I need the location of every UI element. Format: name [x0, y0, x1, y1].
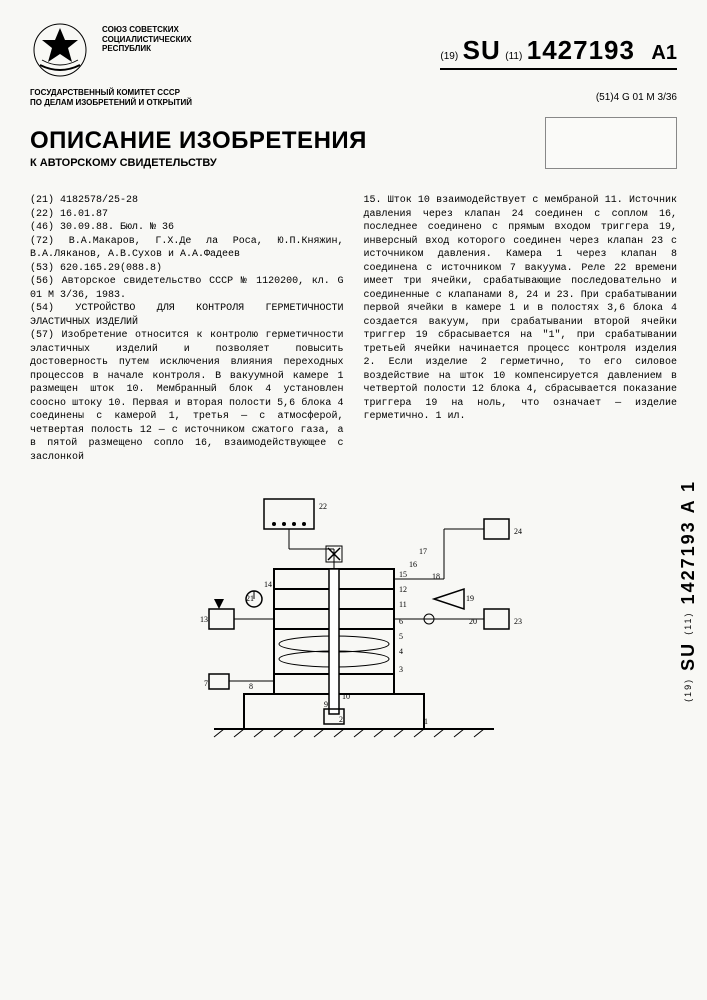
patent-number: 1427193	[527, 35, 635, 65]
svg-text:15: 15	[399, 570, 407, 579]
svg-text:20: 20	[469, 617, 477, 626]
page: СОЮЗ СОВЕТСКИХ СОЦИАЛИСТИЧЕСКИХ РЕСПУБЛИ…	[0, 0, 707, 1000]
field-46: (46) 30.09.88. Бюл. № 36	[30, 221, 344, 235]
svg-text:2: 2	[339, 715, 343, 724]
svg-text:3: 3	[399, 665, 403, 674]
field-56: (56) Авторское свидетельство СССР № 1120…	[30, 275, 344, 302]
committee-line: ПО ДЕЛАМ ИЗОБРЕТЕНИЙ И ОТКРЫТИЙ	[30, 98, 230, 108]
ussr-emblem-icon	[30, 20, 90, 80]
country-code: SU	[463, 35, 501, 65]
union-line: РЕСПУБЛИК	[102, 44, 428, 54]
svg-text:1: 1	[424, 717, 428, 726]
stamp-box-icon	[545, 117, 677, 169]
abstract-cont: 15. Шток 10 взаимодействует с мембраной …	[364, 194, 678, 424]
svg-text:10: 10	[342, 692, 350, 701]
svg-text:11: 11	[399, 600, 407, 609]
committee-name: ГОСУДАРСТВЕННЫЙ КОМИТЕТ СССР ПО ДЕЛАМ ИЗ…	[30, 88, 230, 107]
svg-text:13: 13	[200, 615, 208, 624]
union-line: СОЦИАЛИСТИЧЕСКИХ	[102, 35, 428, 45]
svg-text:9: 9	[324, 700, 328, 709]
field-72: (72) В.А.Макаров, Г.Х.Де ла Роса, Ю.П.Кн…	[30, 235, 344, 262]
column-right: 15. Шток 10 взаимодействует с мембраной …	[364, 194, 678, 464]
svg-text:21: 21	[246, 594, 254, 603]
side-patent-label: (19) SU (11) 1427193 A 1	[678, 480, 699, 702]
column-left: (21) 4182578/25-28 (22) 16.01.87 (46) 30…	[30, 194, 344, 464]
svg-text:8: 8	[249, 682, 253, 691]
num-prefix: (11)	[505, 51, 522, 62]
side-prefix: (19)	[683, 678, 693, 702]
svg-text:5: 5	[399, 632, 403, 641]
svg-text:4: 4	[399, 647, 403, 656]
side-num: 1427193	[678, 520, 698, 604]
kind-code: A1	[651, 42, 677, 64]
svg-text:16: 16	[409, 560, 417, 569]
union-line: СОЮЗ СОВЕТСКИХ	[102, 25, 428, 35]
ipc-code: G 01 M 3/36	[622, 92, 677, 103]
field-21: (21) 4182578/25-28	[30, 194, 344, 208]
svg-text:22: 22	[319, 502, 327, 511]
field-53: (53) 620.165.29(088.8)	[30, 262, 344, 276]
svg-text:6: 6	[399, 617, 403, 626]
ipc-class: (51)4 G 01 M 3/36	[596, 88, 677, 107]
technical-diagram: 12 34 56 78 910 1112 1314 1516 1718 1920…	[30, 479, 677, 744]
country-prefix: (19)	[440, 51, 458, 62]
ipc-prefix: (51)4	[596, 92, 619, 103]
svg-text:12: 12	[399, 585, 407, 594]
header-row: СОЮЗ СОВЕТСКИХ СОЦИАЛИСТИЧЕСКИХ РЕСПУБЛИ…	[30, 20, 677, 80]
side-mid: (11)	[683, 611, 693, 634]
svg-text:17: 17	[419, 547, 427, 556]
field-22: (22) 16.01.87	[30, 208, 344, 222]
svg-text:19: 19	[466, 594, 474, 603]
committee-line: ГОСУДАРСТВЕННЫЙ КОМИТЕТ СССР	[30, 88, 230, 98]
svg-text:18: 18	[432, 572, 440, 581]
side-cc: SU	[678, 642, 698, 671]
field-57: (57) Изобретение относится к контролю ге…	[30, 329, 344, 464]
header-underline	[440, 68, 677, 70]
field-54: (54) УСТРОЙСТВО ДЛЯ КОНТРОЛЯ ГЕРМЕТИЧНОС…	[30, 302, 344, 329]
svg-text:14: 14	[264, 580, 272, 589]
svg-text:24: 24	[514, 527, 522, 536]
subheader-row: ГОСУДАРСТВЕННЫЙ КОМИТЕТ СССР ПО ДЕЛАМ ИЗ…	[30, 88, 677, 107]
title-block: ОПИСАНИЕ ИЗОБРЕТЕНИЯ К АВТОРСКОМУ СВИДЕТ…	[30, 127, 677, 169]
body-columns: (21) 4182578/25-28 (22) 16.01.87 (46) 30…	[30, 194, 677, 464]
svg-text:7: 7	[204, 679, 208, 688]
union-name: СОЮЗ СОВЕТСКИХ СОЦИАЛИСТИЧЕСКИХ РЕСПУБЛИ…	[102, 20, 428, 54]
side-suffix: A 1	[678, 480, 698, 513]
svg-text:23: 23	[514, 617, 522, 626]
schematic-icon: 12 34 56 78 910 1112 1314 1516 1718 1920…	[174, 479, 534, 739]
patent-number-block: (19) SU (11) 1427193 A1	[440, 20, 677, 70]
